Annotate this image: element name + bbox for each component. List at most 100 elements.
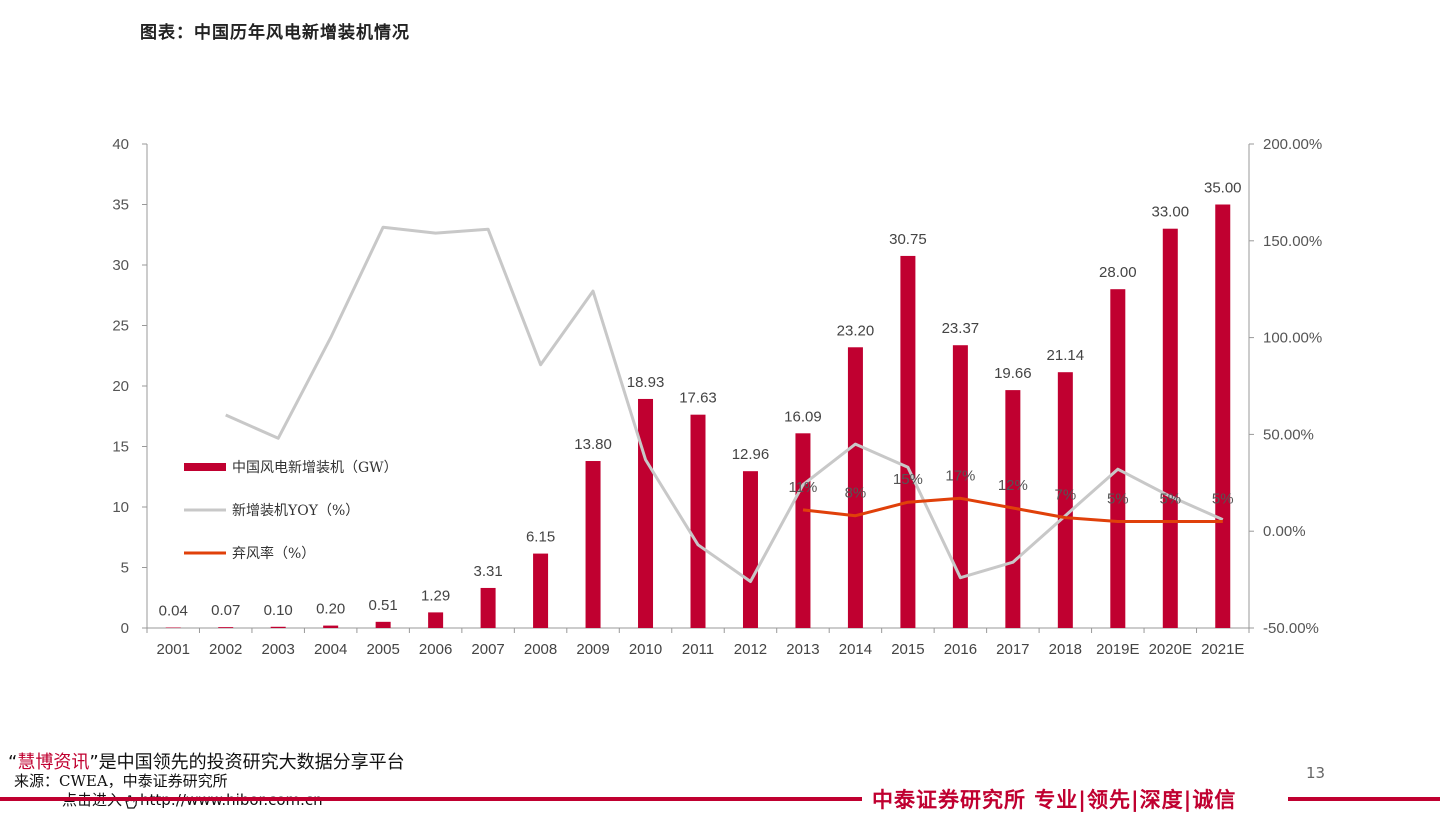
bar (690, 414, 706, 628)
y-left-tick-label: 15 (112, 439, 129, 456)
bar (742, 471, 758, 628)
bar-data-label: 23.37 (942, 320, 980, 337)
line-data-label: 5% (1212, 491, 1234, 508)
x-tick-label: 2009 (576, 641, 609, 658)
bar (795, 433, 811, 628)
legend-swatch-bar (184, 463, 226, 471)
y-left-tick-label: 20 (112, 378, 129, 395)
page-number: 13 (1306, 764, 1326, 782)
curtailment-line (802, 496, 1223, 523)
source-note: 来源：CWEA，中泰证券研究所 (14, 772, 228, 790)
x-tick-label: 2005 (366, 641, 399, 658)
bar-series (165, 204, 1231, 629)
line-data-label: 15% (893, 471, 923, 488)
legend-label: 中国风电新增装机（GW） (232, 460, 398, 476)
x-tick-label: 2003 (262, 641, 295, 658)
yoy-line (225, 225, 1224, 583)
x-tick-label: 2012 (734, 641, 767, 658)
y-right-tick-label: 150.00% (1263, 233, 1322, 250)
x-tick-label: 2020E (1149, 641, 1192, 658)
x-tick-label: 2015 (891, 641, 924, 658)
bar (900, 255, 916, 629)
x-tick-label: 2013 (786, 641, 819, 658)
bar (1110, 289, 1126, 628)
bar-data-label: 19.66 (994, 365, 1032, 382)
legend-label: 弃风率（%） (232, 545, 315, 562)
bar (428, 612, 444, 628)
bar (323, 625, 339, 628)
bar (480, 587, 496, 628)
bar-data-label: 3.31 (473, 563, 502, 580)
y-right-tick-label: 100.00% (1263, 330, 1322, 347)
x-tick-label: 2016 (944, 641, 977, 658)
bar-data-label: 0.10 (264, 602, 293, 619)
bar (952, 345, 968, 628)
y-left-tick-label: 40 (112, 136, 129, 153)
line-data-label: 17% (945, 467, 975, 484)
bar-data-label: 16.09 (784, 408, 822, 425)
footer-divider-right (1288, 797, 1440, 801)
footer-divider-left (0, 797, 862, 801)
chart: 0 5 10 15 20 25 30 35 40 -50.00% 0.00% 50.00% 100.00… (112, 136, 1322, 658)
x-tick-label: 2010 (629, 641, 662, 658)
y-left-tick-label: 35 (112, 197, 129, 214)
x-tick-label: 2006 (419, 641, 452, 658)
bar (270, 626, 286, 628)
y-left-tick-label: 25 (112, 318, 129, 335)
bar-data-label: 17.63 (679, 390, 717, 407)
y-left-tick-label: 30 (112, 257, 129, 274)
bar-data-label: 21.14 (1047, 347, 1085, 364)
line-data-label: 5% (1159, 491, 1181, 508)
bar (533, 553, 549, 628)
x-tick-label: 2008 (524, 641, 557, 658)
x-tick-label: 2004 (314, 641, 347, 658)
y-right-tick-label: 50.00% (1263, 426, 1314, 443)
promo-text: “慧博资讯”是中国领先的投资研究大数据分享平台 (8, 752, 405, 773)
line-data-label: 8% (845, 485, 867, 502)
x-tick-label: 2011 (682, 641, 714, 658)
y-left-tick-label: 10 (112, 499, 129, 516)
x-tick-label: 2019E (1096, 641, 1139, 658)
bar (375, 621, 391, 628)
bar-data-label: 30.75 (889, 231, 927, 248)
bar-data-label: 1.29 (421, 587, 450, 604)
bar-data-label: 33.00 (1152, 204, 1190, 221)
y-right-tick-label: 200.00% (1263, 136, 1322, 153)
bar (1162, 228, 1178, 628)
bar (165, 627, 181, 629)
bar (585, 461, 601, 628)
company-slogan: 中泰证券研究所 专业|领先|深度|诚信 (872, 788, 1237, 812)
line-data-label: 7% (1054, 487, 1076, 504)
y-left-tick-label: 0 (121, 620, 129, 637)
promo-brand: 慧博资讯 (17, 752, 90, 773)
x-tick-label: 2018 (1049, 641, 1082, 658)
bar-data-label: 0.07 (211, 602, 240, 619)
legend: 中国风电新增装机（GW） 新增装机YOY（%） 弃风率（%） (184, 460, 398, 562)
bar (1057, 372, 1073, 628)
legend-label: 新增装机YOY（%） (232, 503, 359, 519)
bar (218, 627, 234, 628)
bar (1215, 204, 1231, 628)
y-right-tick-label: -50.00% (1263, 620, 1319, 637)
bar (638, 398, 654, 628)
page-title: 图表：中国历年风电新增装机情况 (140, 23, 410, 43)
bar-data-label: 0.51 (369, 597, 398, 614)
x-tick-label: 2017 (996, 641, 1029, 658)
bar-data-label: 23.20 (837, 322, 875, 339)
bar-data-label: 18.93 (627, 374, 665, 391)
y-left-tick-label: 5 (121, 560, 129, 577)
x-tick-label: 2014 (839, 641, 872, 658)
bar-data-label: 28.00 (1099, 264, 1137, 281)
bar-data-label: 6.15 (526, 529, 555, 546)
line-data-label: 12% (998, 477, 1028, 494)
chart-axes: 0 5 10 15 20 25 30 35 40 -50.00% 0.00% 50.00% 100.00… (112, 136, 1322, 658)
x-tick-label: 2021E (1201, 641, 1244, 658)
bar-data-label: 0.20 (316, 601, 345, 618)
bar-data-label: 35.00 (1204, 180, 1242, 197)
x-tick-label: 2001 (157, 641, 190, 658)
data-labels: 0.04 0.07 0.10 0.20 0.51 1.29 3.31 6.15 13.80 18.… (159, 180, 1242, 620)
x-tick-label: 2007 (471, 641, 504, 658)
bar-data-label: 13.80 (574, 436, 612, 453)
y-right-tick-label: 0.00% (1263, 523, 1306, 540)
line-series (225, 225, 1224, 583)
